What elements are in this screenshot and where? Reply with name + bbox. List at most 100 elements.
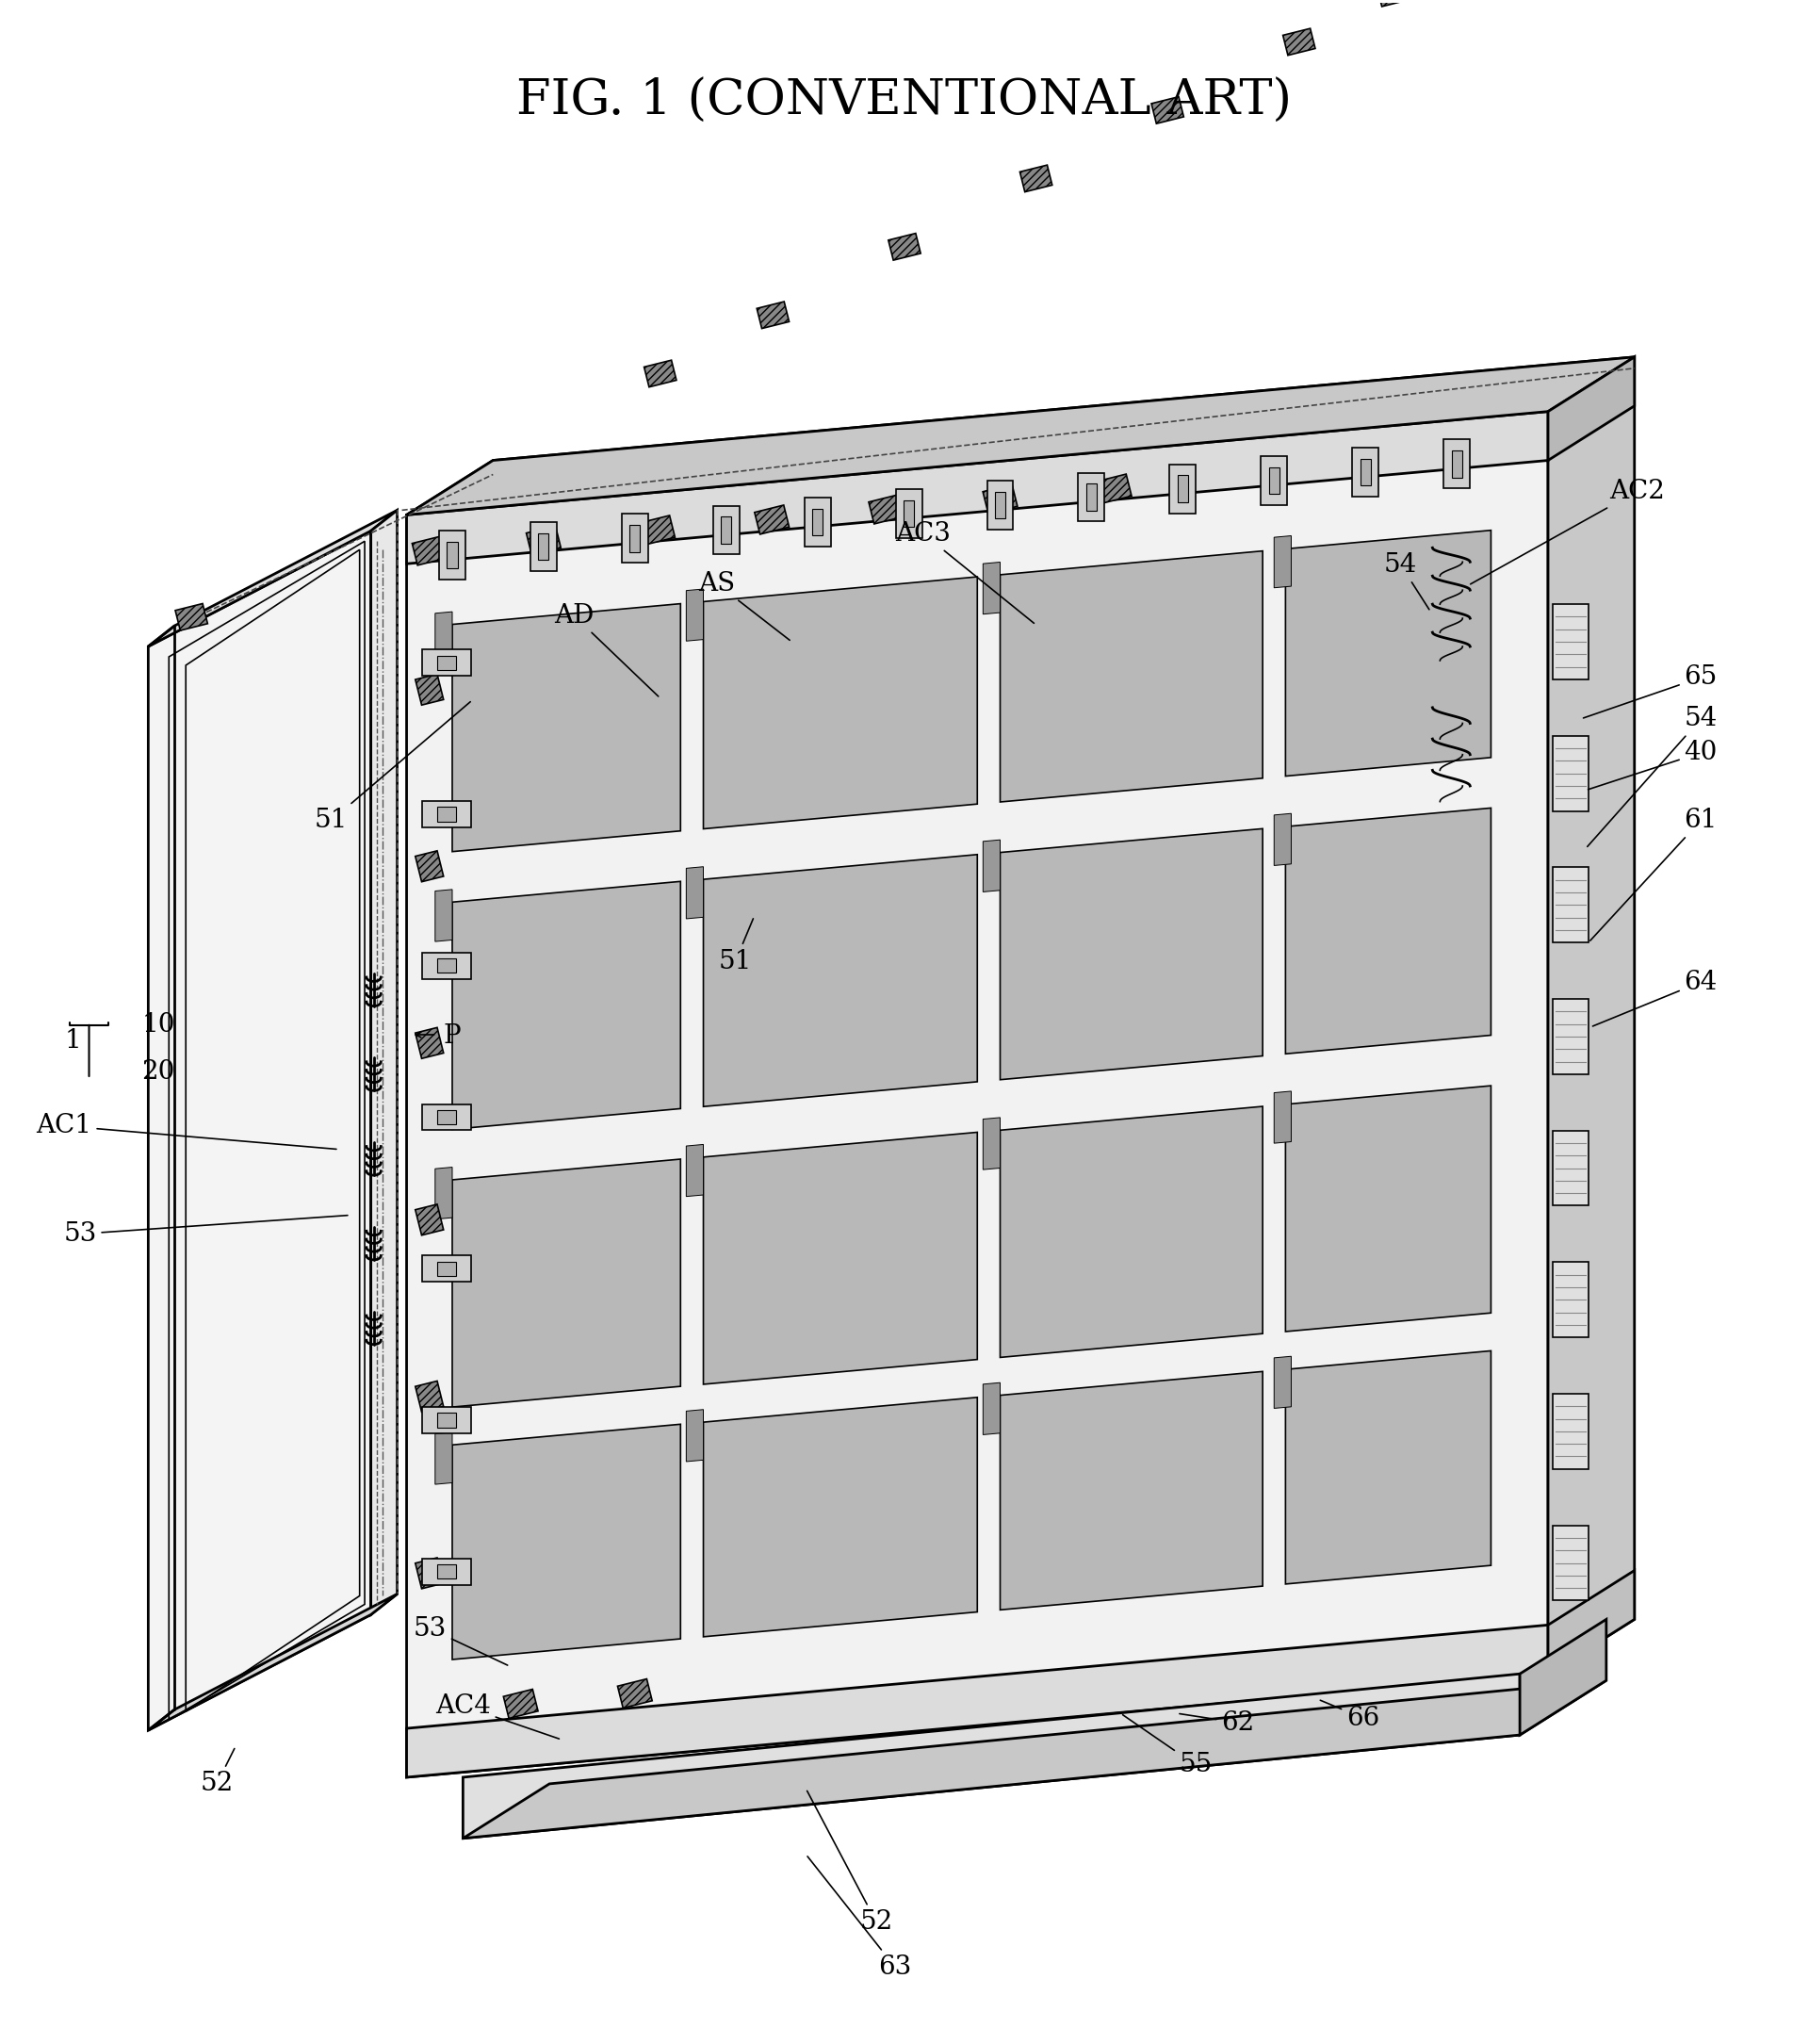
Polygon shape	[416, 850, 443, 881]
Polygon shape	[1151, 96, 1183, 123]
Text: 51: 51	[718, 918, 753, 975]
Polygon shape	[1283, 29, 1315, 55]
Polygon shape	[436, 1261, 456, 1275]
Polygon shape	[1085, 484, 1096, 511]
Polygon shape	[452, 603, 680, 852]
Text: FIG. 1 (CONVENTIONAL ART): FIG. 1 (CONVENTIONAL ART)	[517, 78, 1292, 125]
Polygon shape	[1286, 529, 1491, 777]
Text: AC3: AC3	[895, 521, 1035, 623]
Polygon shape	[722, 517, 731, 544]
Polygon shape	[463, 1674, 1520, 1838]
Polygon shape	[436, 807, 456, 822]
Polygon shape	[436, 1167, 452, 1218]
Polygon shape	[436, 959, 456, 973]
Polygon shape	[175, 603, 208, 630]
Polygon shape	[1274, 536, 1292, 589]
Polygon shape	[982, 562, 1000, 613]
Polygon shape	[868, 495, 903, 523]
Polygon shape	[704, 1398, 977, 1637]
Polygon shape	[1286, 807, 1491, 1055]
Text: AC2: AC2	[1471, 478, 1664, 585]
Polygon shape	[1552, 605, 1588, 679]
Polygon shape	[982, 840, 1000, 891]
Polygon shape	[1552, 1000, 1588, 1075]
Text: 51: 51	[315, 701, 470, 834]
Polygon shape	[436, 1564, 456, 1578]
Polygon shape	[812, 509, 823, 536]
Polygon shape	[1552, 1525, 1588, 1600]
Polygon shape	[617, 1678, 653, 1709]
Polygon shape	[416, 1204, 443, 1235]
Polygon shape	[452, 1425, 680, 1660]
Text: 66: 66	[1321, 1701, 1380, 1731]
Polygon shape	[539, 533, 548, 560]
Polygon shape	[416, 1028, 443, 1059]
Polygon shape	[416, 675, 443, 705]
Polygon shape	[1444, 439, 1471, 489]
Polygon shape	[1170, 464, 1196, 513]
Polygon shape	[1286, 1351, 1491, 1584]
Polygon shape	[686, 867, 704, 918]
Polygon shape	[407, 411, 1549, 564]
Polygon shape	[148, 531, 371, 1731]
Polygon shape	[982, 1382, 1000, 1435]
Text: 63: 63	[807, 1856, 912, 1981]
Polygon shape	[1360, 458, 1371, 486]
Polygon shape	[416, 1558, 443, 1588]
Polygon shape	[1552, 1394, 1588, 1470]
Text: 52: 52	[807, 1791, 894, 1936]
Polygon shape	[407, 358, 1635, 515]
Polygon shape	[1020, 166, 1053, 192]
Polygon shape	[704, 576, 977, 830]
Polygon shape	[1451, 450, 1462, 478]
Text: 55: 55	[1123, 1715, 1212, 1778]
Text: 53: 53	[414, 1617, 508, 1666]
Polygon shape	[622, 513, 648, 562]
Polygon shape	[436, 1433, 452, 1484]
Polygon shape	[686, 1410, 704, 1461]
Polygon shape	[754, 505, 789, 533]
Polygon shape	[526, 525, 561, 554]
Polygon shape	[1549, 358, 1635, 1674]
Polygon shape	[1000, 1372, 1263, 1611]
Text: 54: 54	[1586, 705, 1717, 846]
Text: P: P	[443, 1024, 461, 1049]
Polygon shape	[1552, 867, 1588, 942]
Text: 1: 1	[65, 1028, 81, 1055]
Text: AC1: AC1	[36, 1114, 336, 1149]
Polygon shape	[436, 656, 456, 670]
Polygon shape	[895, 489, 923, 538]
Polygon shape	[407, 1625, 1549, 1776]
Polygon shape	[1549, 358, 1635, 460]
Text: 61: 61	[1590, 807, 1717, 940]
Polygon shape	[421, 953, 470, 979]
Text: 53: 53	[63, 1216, 347, 1247]
Polygon shape	[805, 497, 830, 546]
Polygon shape	[452, 881, 680, 1130]
Polygon shape	[982, 1118, 1000, 1169]
Polygon shape	[686, 1145, 704, 1196]
Polygon shape	[888, 233, 921, 260]
Polygon shape	[1268, 468, 1279, 495]
Polygon shape	[1552, 1130, 1588, 1206]
Polygon shape	[1274, 814, 1292, 865]
Polygon shape	[530, 521, 557, 570]
Polygon shape	[421, 1558, 470, 1584]
Polygon shape	[1274, 1357, 1292, 1408]
Polygon shape	[903, 501, 914, 527]
Polygon shape	[704, 1132, 977, 1384]
Polygon shape	[436, 1412, 456, 1427]
Polygon shape	[436, 1110, 456, 1124]
Text: AD: AD	[554, 603, 658, 697]
Text: 54: 54	[1384, 552, 1429, 609]
Text: 40: 40	[1588, 740, 1717, 789]
Polygon shape	[644, 360, 677, 386]
Polygon shape	[421, 1406, 470, 1433]
Text: 20: 20	[141, 1059, 175, 1085]
Polygon shape	[463, 1680, 1606, 1838]
Text: 62: 62	[1179, 1711, 1255, 1735]
Polygon shape	[447, 542, 458, 568]
Text: AS: AS	[698, 570, 791, 640]
Polygon shape	[1178, 476, 1189, 503]
Polygon shape	[713, 505, 740, 554]
